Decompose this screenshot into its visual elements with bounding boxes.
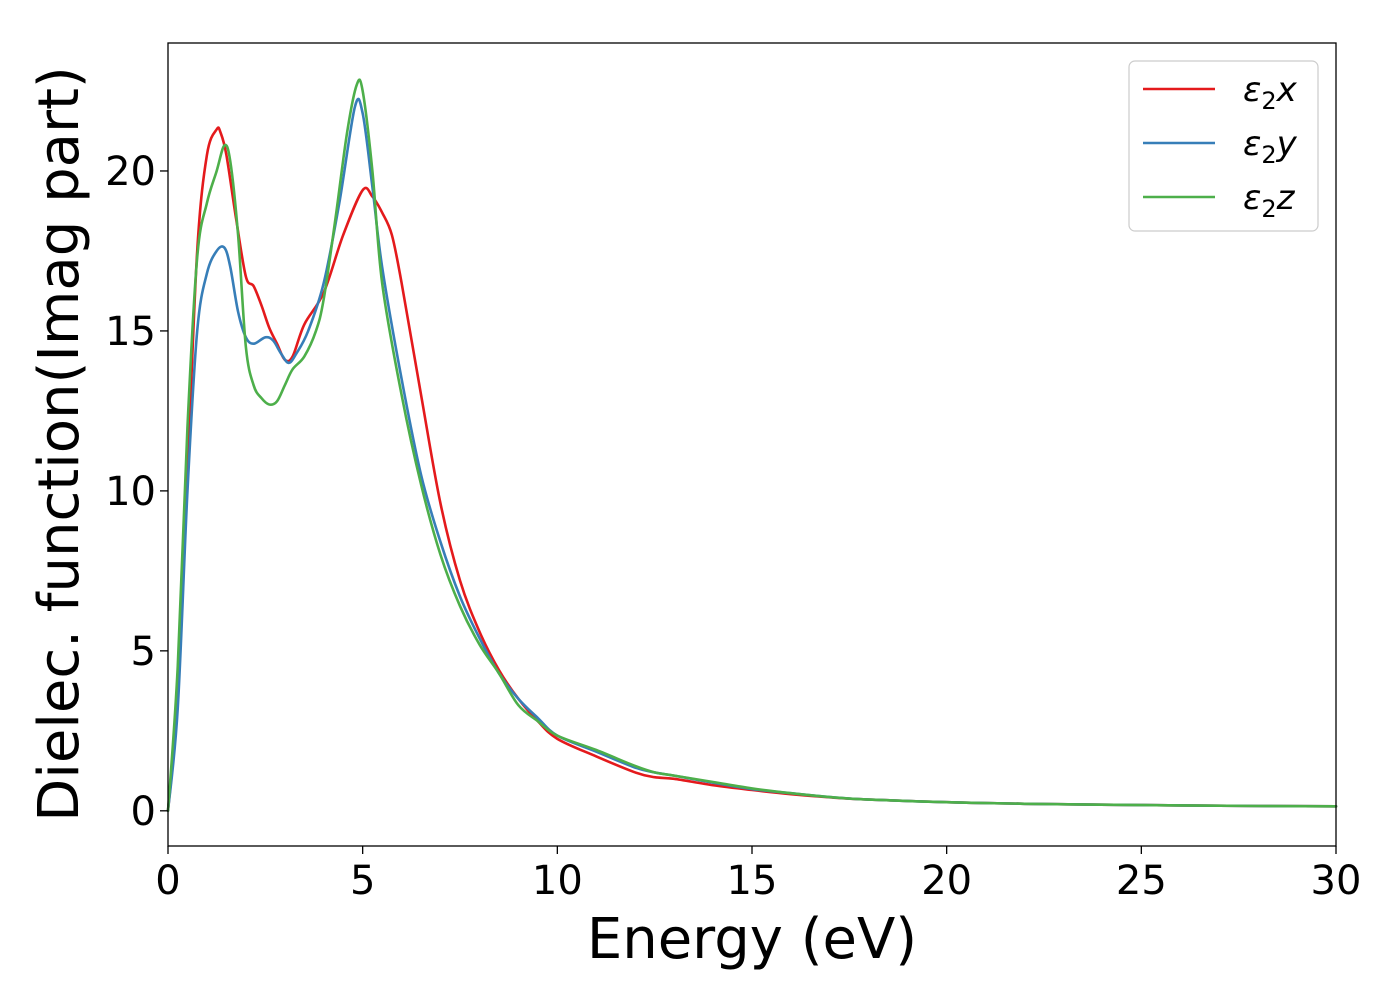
x-axis-label: Energy (eV)	[587, 907, 917, 972]
x-tick-label: 10	[532, 858, 583, 904]
y-axis-ticks: 0 5 10 15 20	[105, 149, 168, 835]
y-tick-label: 15	[105, 309, 156, 355]
y-tick-label: 10	[105, 469, 156, 515]
x-tick-label: 15	[727, 858, 778, 904]
y-tick-label: 0	[131, 789, 156, 835]
legend-item-z[interactable]: ε2z	[1143, 178, 1296, 223]
legend-label: ε2z	[1243, 178, 1296, 223]
legend-item-x[interactable]: ε2x	[1143, 70, 1298, 115]
legend-label: ε2x	[1243, 70, 1298, 115]
y-tick-label: 5	[131, 629, 156, 675]
legend-label: ε2y	[1243, 124, 1298, 169]
series-layer	[166, 78, 1338, 813]
legend[interactable]: ε2x ε2y ε2z	[1128, 60, 1319, 232]
y-axis-label: Dielec. function(Imag part)	[27, 66, 92, 822]
x-tick-label: 5	[350, 858, 375, 904]
x-axis-ticks: 0 5 10 15 20 25 30	[155, 846, 1361, 904]
y-tick-label: 20	[105, 149, 156, 195]
series-line-z	[166, 78, 1338, 813]
x-tick-label: 25	[1116, 858, 1167, 904]
x-tick-label: 0	[155, 858, 180, 904]
legend-frame	[1128, 60, 1319, 232]
x-tick-label: 20	[921, 858, 972, 904]
x-tick-label: 30	[1311, 858, 1362, 904]
legend-item-y[interactable]: ε2y	[1143, 124, 1298, 169]
